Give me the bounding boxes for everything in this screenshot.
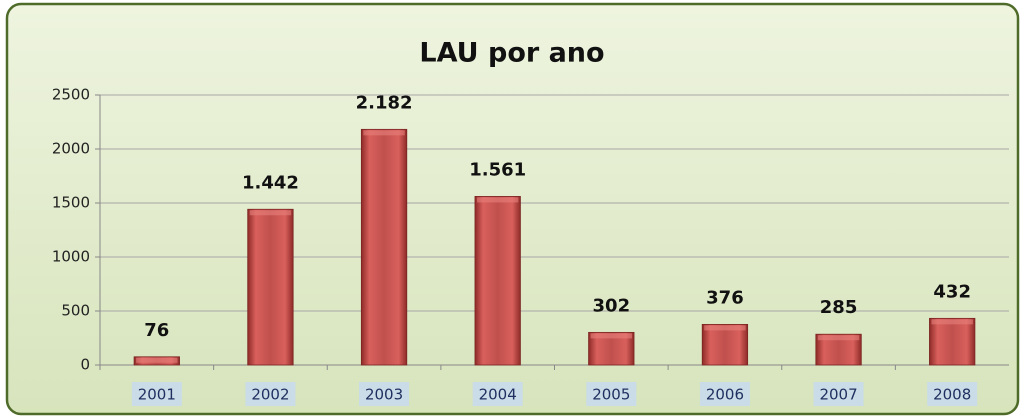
y-tick-label: 2000 <box>52 140 90 158</box>
bar <box>474 196 521 366</box>
y-tick-label: 500 <box>61 302 90 320</box>
x-label-box <box>131 382 182 406</box>
x-tick-label: 2004 <box>479 386 517 404</box>
data-label: 432 <box>933 281 971 302</box>
bar-cap <box>476 197 519 203</box>
x-tick-label: 2006 <box>706 386 744 404</box>
x-tick-label: 2003 <box>365 386 403 404</box>
x-label-box <box>245 382 296 406</box>
x-label-box <box>472 382 523 406</box>
x-label-box <box>586 382 637 406</box>
x-tick-label: 2002 <box>251 386 289 404</box>
bar-cap <box>590 333 633 339</box>
bar-cap <box>704 325 746 331</box>
y-tick-label: 1500 <box>52 194 90 212</box>
x-tick-label: 2007 <box>819 386 857 404</box>
data-label: 2.182 <box>356 92 413 113</box>
bar <box>701 323 749 366</box>
bar <box>360 128 408 366</box>
y-tick-label: 2500 <box>52 86 90 104</box>
bar-cap <box>136 357 178 363</box>
data-label: 376 <box>706 287 744 308</box>
bar-cap <box>931 319 973 325</box>
x-label-box <box>813 382 864 406</box>
data-label: 302 <box>593 295 631 316</box>
data-label: 1.442 <box>242 172 299 193</box>
bar-cap <box>249 210 292 216</box>
bar <box>247 208 294 366</box>
y-tick-label: 0 <box>80 356 90 374</box>
data-label: 1.561 <box>469 159 526 180</box>
data-label: 285 <box>820 297 858 318</box>
chart-title: LAU por ano <box>419 38 604 69</box>
data-label: 76 <box>144 320 169 341</box>
x-tick-label: 2005 <box>592 386 630 404</box>
x-label-box <box>359 382 410 406</box>
bar-cap <box>817 335 860 341</box>
x-label-box <box>927 382 978 406</box>
x-tick-label: 2001 <box>138 386 176 404</box>
bar-cap <box>363 130 405 136</box>
bar <box>929 317 976 366</box>
x-label-box <box>699 382 750 406</box>
x-tick-label: 2008 <box>933 386 971 404</box>
y-tick-label: 1000 <box>52 248 90 266</box>
